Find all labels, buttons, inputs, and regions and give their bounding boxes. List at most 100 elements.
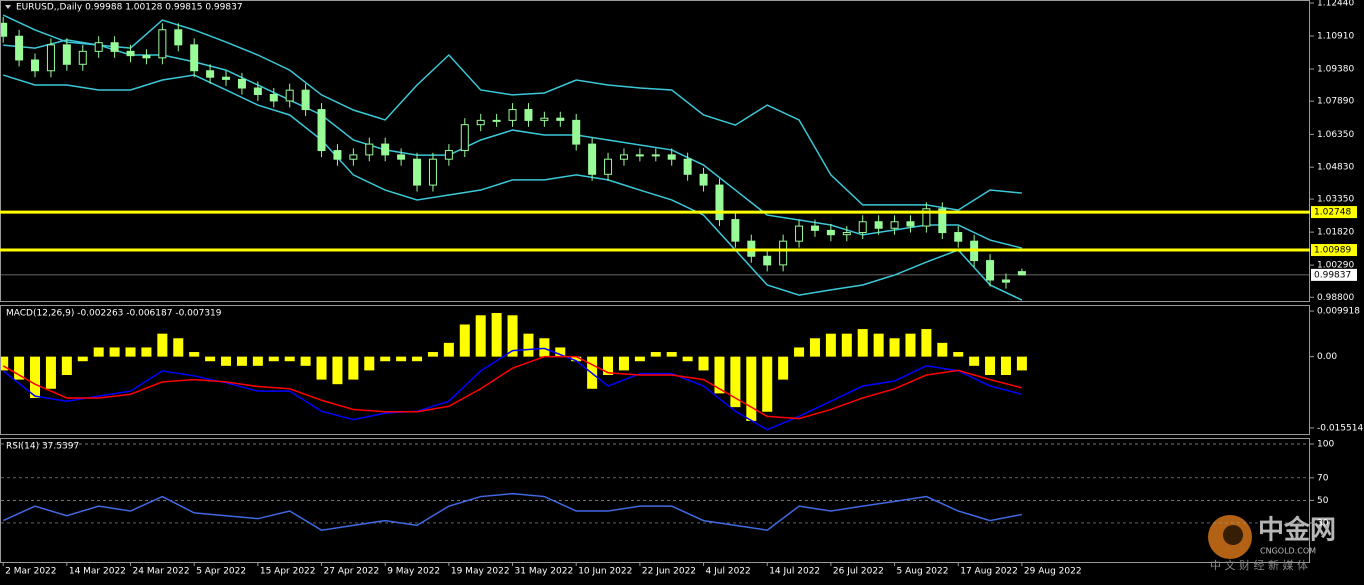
y-tick-label: 1.09380 [1317,65,1354,75]
price-frame [0,0,1310,302]
line [2,347,1023,431]
x-tick-label: 9 May 2022 [387,567,440,577]
y-tick-label: 1.00290 [1317,261,1354,271]
histogram-bar [284,356,295,362]
candle-body [540,117,549,121]
histogram-bar [857,329,868,357]
candle-body [285,89,294,102]
candle-body [508,109,517,121]
x-tick-label: 5 Apr 2022 [196,567,246,577]
candle-body [810,225,819,231]
candle-body [651,154,660,157]
candle-body [731,219,740,242]
histogram-bar [1,356,9,371]
menu-triangle [5,5,11,9]
candle-body [428,158,437,186]
y-tick-label: 100 [1317,439,1334,449]
candle-body [381,143,390,156]
histogram-bar [778,356,789,380]
candle-body [174,29,183,46]
candle-body [922,208,931,227]
candle-body [763,255,772,266]
x-tick-label: 10 Jun 2022 [578,567,632,577]
histogram-bar [316,356,327,380]
candle-body [317,109,326,152]
plot-area [1,312,1027,431]
histogram-bar [77,356,88,362]
plot-area [1,443,1309,531]
price-tag [1311,268,1357,281]
histogram-bar [396,356,407,362]
x-tick-label: 14 Jul 2022 [769,567,820,577]
y-tick-label: 1.10910 [1317,32,1354,42]
histogram-bar [905,333,916,357]
candle-body [444,150,453,160]
histogram-bar [332,356,343,385]
histogram-bar [443,342,454,357]
x-tick-label: 19 May 2022 [451,567,510,577]
histogram-bar [937,342,948,357]
rsi-frame [0,438,1310,563]
histogram-bar [1016,356,1027,371]
histogram-bar [300,356,311,366]
histogram-bar [125,347,136,357]
histogram-bar [889,338,900,357]
histogram-bar [491,312,502,357]
x-tick-label: 29 Aug 2022 [1024,567,1082,577]
y-tick-label: 50 [1317,496,1329,506]
line [3,39,1023,249]
candle-body [683,158,692,175]
x-tick-label: 31 May 2022 [515,567,574,577]
candle-body [906,221,915,227]
y-tick-label: 0.009918 [1317,307,1360,317]
candle-body [142,55,151,59]
candle-body [269,93,278,102]
watermark-slogan: 中 文 财 经 新 媒 体 [1210,558,1308,572]
histogram-bar [571,356,582,362]
histogram-bar [650,352,661,357]
candle-body [1017,271,1026,276]
candle-body [94,42,103,52]
candle-body [476,119,485,126]
histogram-bar [762,356,773,412]
y-tick-label: 1.03350 [1317,195,1354,205]
candle-body [301,89,310,111]
candle-body [826,229,835,236]
x-tick-label: 27 Apr 2022 [324,567,380,577]
candle-body [572,119,581,145]
x-tick-label: 26 Jul 2022 [833,567,884,577]
histogram-bar [109,347,120,357]
x-tick-label: 15 Apr 2022 [260,567,316,577]
histogram-bar [141,347,152,357]
histogram-bar [969,356,980,366]
histogram-bar [825,333,836,357]
histogram-bar [714,356,725,394]
x-tick-label: 24 Mar 2022 [133,567,190,577]
histogram-bar [157,333,168,357]
histogram-bar [555,347,566,357]
line [2,492,1023,531]
candle-body [874,221,883,229]
candle-body [635,154,644,157]
histogram-bar [523,333,534,357]
y-tick-label: 1.06350 [1317,130,1354,140]
histogram-bar [252,356,263,366]
candle-body [619,154,628,160]
candle-body [222,76,231,80]
histogram-bar [268,356,279,362]
logo-inner [1223,525,1243,545]
y-tick-label: 30 [1317,518,1329,528]
x-tick-label: 17 Aug 2022 [960,567,1018,577]
candle-body [556,117,565,121]
histogram-bar [507,315,518,357]
histogram-bar [666,352,677,357]
candle-body [46,44,55,72]
y-tick-label: 1.12440 [1317,0,1354,9]
candle-body [126,50,135,57]
watermark-site: CNGOLD.COM [1260,547,1316,556]
y-tick-label: 1.07890 [1317,97,1354,107]
histogram-bar [30,356,41,398]
watermark: 中金网 CNGOLD.COM 中 文 财 经 新 媒 体 [1208,515,1336,572]
